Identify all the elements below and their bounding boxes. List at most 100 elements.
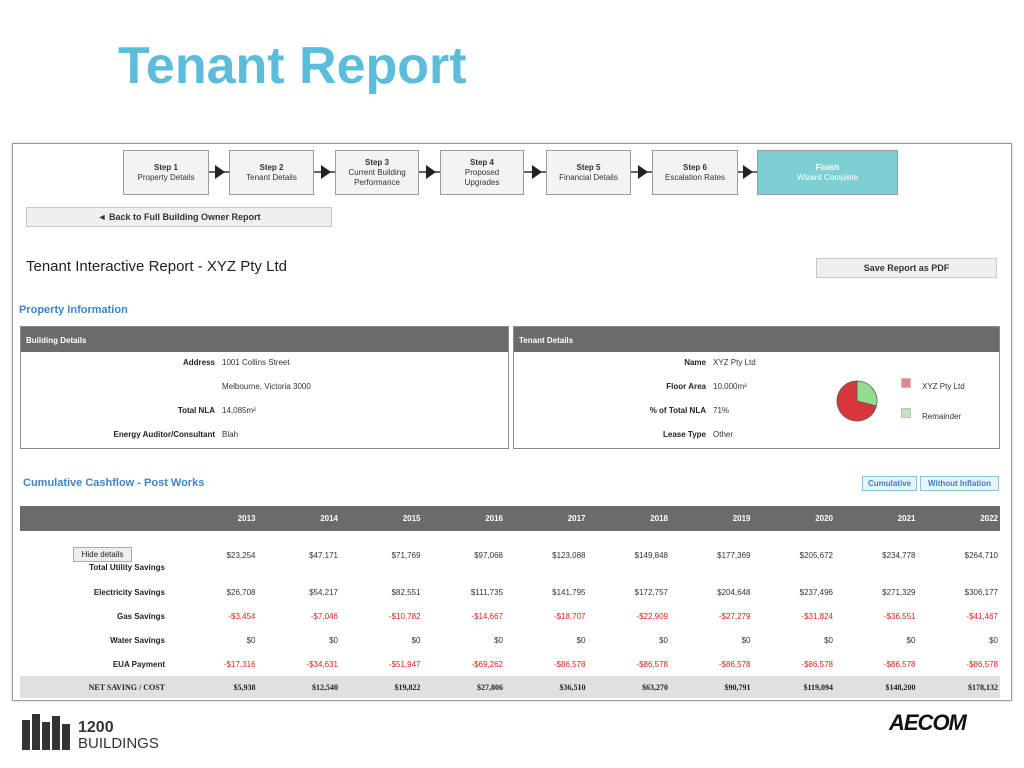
detail-value: 14,085m² <box>222 406 256 415</box>
brand-name: BUILDINGS <box>78 735 159 752</box>
value-cell: $111,735 <box>470 587 503 597</box>
value-cell: $90,791 <box>670 676 753 698</box>
row-label-text: Total Utility Savings <box>89 563 165 572</box>
wizard-step[interactable]: Step 5 Financial Details <box>546 150 631 195</box>
value-cell: $0 <box>741 635 751 645</box>
value-cell: -$3,454 <box>228 611 256 621</box>
row-label-text: Electricity Savings <box>93 587 165 597</box>
share-pie <box>836 380 878 422</box>
step-number: Step 3 <box>364 157 389 167</box>
value-cell: -$31,824 <box>801 611 833 621</box>
wizard-step[interactable]: Finish Wizard Complete <box>757 150 898 195</box>
building-details: Building Details Address 1001 Collins Str… <box>20 326 509 449</box>
value-cell: $0 <box>659 635 668 645</box>
value-cell: -$86,578 <box>966 659 998 669</box>
data-row: Electricity Savings $26,708 $54,217 $82,551… <box>20 580 1000 604</box>
year-header: 2022 <box>917 506 1000 531</box>
view-button[interactable]: Without Inflation <box>920 476 999 491</box>
value-cell: -$18,707 <box>553 611 586 621</box>
row-label-text: NET SAVING / COST <box>88 682 165 692</box>
wizard-step[interactable]: Step 3 Current Building Performance <box>335 150 419 195</box>
step-number: Step 5 <box>576 162 601 172</box>
value-cell: $36,510 <box>505 676 588 698</box>
step-arrow <box>738 165 757 179</box>
wizard-step[interactable]: Step 4 Proposed Upgrades <box>440 150 524 195</box>
step-label: Property Details <box>137 172 195 182</box>
detail-label: % of Total NLA <box>649 406 706 415</box>
value-cell: $71,769 <box>391 551 421 560</box>
report-panel <box>12 143 1012 701</box>
wizard-arrows <box>209 165 757 179</box>
section-title: Property Information <box>19 304 128 316</box>
year-header: 2017 <box>505 506 588 531</box>
year-header: 2020 <box>752 506 835 531</box>
value-cell: $54,217 <box>309 587 338 597</box>
cashflow-table: 2013 2014 2015 2016 2017 2018 2019 2020 2021 2022… <box>20 506 1000 698</box>
year-header: 2021 <box>835 506 918 531</box>
row-label: Gas Savings <box>20 604 175 628</box>
wizard-step[interactable]: Step 2 Tenant Details <box>229 150 314 195</box>
detail-value: 10,000m² <box>713 382 747 391</box>
value-cell: -$17,316 <box>223 659 256 669</box>
wizard-step[interactable]: Step 6 Escalation Rates <box>652 150 738 195</box>
save-pdf-button[interactable]: Save Report as PDF <box>816 258 997 278</box>
wizard-step[interactable]: Step 1 Property Details <box>123 150 209 195</box>
header-cell <box>20 506 175 531</box>
row-label-text: Gas Savings <box>116 611 165 621</box>
value-cell: $0 <box>329 635 338 645</box>
value-cell: -$86,578 <box>801 659 833 669</box>
value-cell: -$86,578 <box>883 659 916 669</box>
value-cell: $119,094 <box>752 676 835 698</box>
logo-icon <box>22 714 70 750</box>
box-header: Tenant Details <box>514 327 999 352</box>
row-label: Hide details Total Utility Savings <box>20 531 175 580</box>
toggle-wrap: Hide details <box>20 547 165 562</box>
detail-value: Blah <box>222 430 239 439</box>
year-header: 2014 <box>257 506 340 531</box>
value-cell: -$34,631 <box>306 659 338 669</box>
brand-logo: 1200 BUILDINGS <box>22 714 159 752</box>
value-cell: -$86,578 <box>636 659 668 669</box>
value-cell: -$86,578 <box>718 659 751 669</box>
value-cell: $0 <box>989 635 998 645</box>
value-cell: -$41,467 <box>966 611 998 621</box>
step-label: Wizard Complete <box>796 172 859 182</box>
value-cell: $271,329 <box>882 587 916 597</box>
value-cell: -$51,947 <box>388 659 421 669</box>
value-cell: $141,795 <box>552 587 586 597</box>
section-title: Cumulative Cashflow - Post Works <box>23 477 205 489</box>
value-cell: $63,270 <box>587 676 670 698</box>
view-button[interactable]: Cumulative <box>862 476 917 491</box>
value-cell: $27,806 <box>422 676 505 698</box>
data-row: Hide details Total Utility Savings $23,254… <box>20 531 1000 580</box>
detail-label: Floor Area <box>666 382 706 391</box>
back-button[interactable]: ◄ Back to Full Building Owner Report <box>26 207 332 227</box>
detail-label: Lease Type <box>663 430 706 439</box>
value-cell: -$86,578 <box>553 659 586 669</box>
value-cell: $0 <box>576 635 586 645</box>
value-cell: $149,848 <box>634 551 668 560</box>
data-row: Water Savings $0 $0 $0 $0 $0 $0 $0 $0 $0 $0 <box>20 628 1000 652</box>
legend-swatch <box>901 378 911 388</box>
step-label: Tenant Details <box>246 172 297 182</box>
step-arrow <box>631 165 652 179</box>
value-cell: $234,778 <box>882 551 916 560</box>
step-label: Current Building Performance <box>348 167 406 187</box>
legend-swatch <box>901 408 911 418</box>
data-row: EUA Payment -$17,316 -$34,631 -$51,947 -$69,… <box>20 652 1000 676</box>
detail-label: Name <box>684 358 706 367</box>
row-label: Water Savings <box>20 628 175 652</box>
value-cell: $12,540 <box>257 676 340 698</box>
slide-title: Tenant Report <box>118 37 467 95</box>
value-cell: $177,369 <box>717 551 751 560</box>
value-cell: $148,200 <box>835 676 918 698</box>
data-row: NET SAVING / COST $5,938 $12,540 $19,822 $27… <box>20 676 1000 698</box>
value-cell: $82,551 <box>391 587 421 597</box>
year-header: 2018 <box>587 506 670 531</box>
step-number: Step 6 <box>682 162 707 172</box>
value-cell: $5,938 <box>175 676 258 698</box>
value-cell: $97,068 <box>474 551 503 560</box>
hide-details-button[interactable]: Hide details <box>72 547 133 562</box>
row-label: EUA Payment <box>20 652 175 676</box>
value-cell: $0 <box>411 635 421 645</box>
